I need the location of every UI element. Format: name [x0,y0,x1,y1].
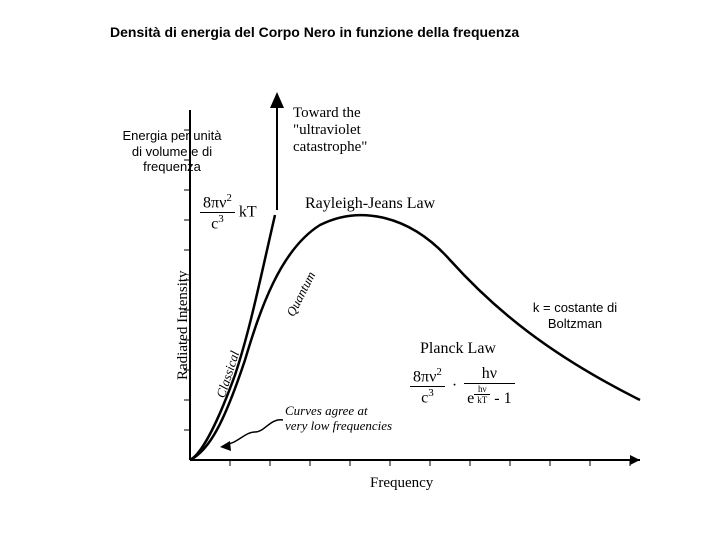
x-axis-label: Frequency [370,475,433,492]
planck-hnu-num: hν [464,365,514,384]
rj-tail: kT [239,204,257,221]
planck-label: Planck Law [420,340,496,358]
rj-label: Rayleigh-Jeans Law [305,195,435,213]
rj-den-sup: 3 [218,213,224,225]
curves-agree-2: very low frequencies [285,418,392,434]
uv-toward: Toward the [293,105,361,122]
uv-cat1: "ultraviolet [293,122,361,139]
uv-cat2: catastrophe" [293,139,367,156]
y-axis-label: Radiated Intensity [175,270,192,380]
curves-agree-1: Curves agree at [285,403,368,419]
rj-num: 8πν [203,194,226,211]
planck-tail: - 1 [490,390,511,407]
planck-num: 8πν [413,368,436,385]
chart-svg [0,0,720,540]
planck-exp-den: kT [474,395,490,405]
rj-num-sup: 2 [226,192,232,204]
planck-num-sup: 2 [436,366,442,378]
planck-exp-num: hν [474,384,490,395]
planck-formula: 8πν2 c3 · hν ehνkT - 1 [410,365,515,408]
planck-dot: · [449,377,460,394]
rj-formula: 8πν2 c3 kT [200,192,257,234]
planck-den-sup: 3 [428,387,434,399]
